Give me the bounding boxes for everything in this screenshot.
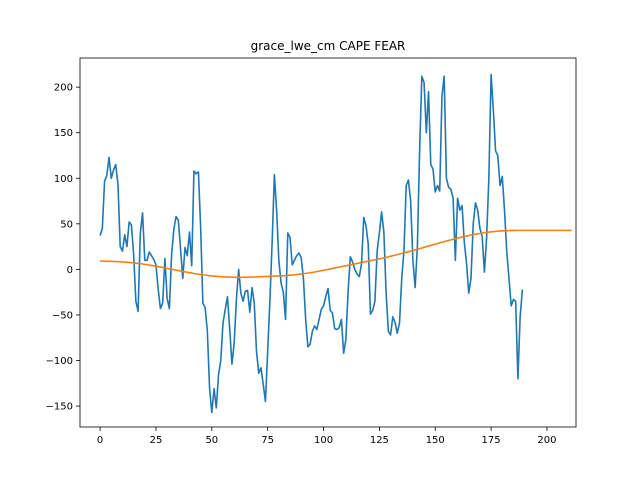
x-tick-label: 75 [261, 435, 274, 446]
x-tick-label: 100 [314, 435, 333, 446]
y-tick-label: 100 [54, 174, 73, 185]
y-tick-label: 200 [54, 83, 73, 94]
x-tick-label: 50 [205, 435, 218, 446]
series-line-1 [99, 73, 524, 414]
chart-title: grace_lwe_cm CAPE FEAR [251, 39, 406, 53]
y-tick-label: 150 [54, 128, 73, 139]
y-tick-label: −50 [52, 310, 73, 321]
plot-frame [79, 57, 577, 428]
x-tick-label: 0 [97, 435, 103, 446]
x-axis: 0 25 50 75 100 125 150 175 200 [97, 427, 557, 446]
series-layer [99, 73, 572, 414]
x-tick-label: 25 [150, 435, 163, 446]
x-tick-label: 175 [482, 435, 501, 446]
y-axis: −150 −100 −50 0 50 100 150 200 [46, 83, 80, 413]
x-tick-label: 125 [370, 435, 389, 446]
x-tick-label: 200 [537, 435, 556, 446]
series-line-2 [100, 229, 572, 279]
y-tick-label: 0 [67, 265, 73, 276]
x-tick-label: 150 [426, 435, 445, 446]
y-tick-label: −100 [46, 356, 73, 367]
y-tick-label: 50 [60, 219, 73, 230]
y-tick-label: −150 [46, 402, 73, 413]
